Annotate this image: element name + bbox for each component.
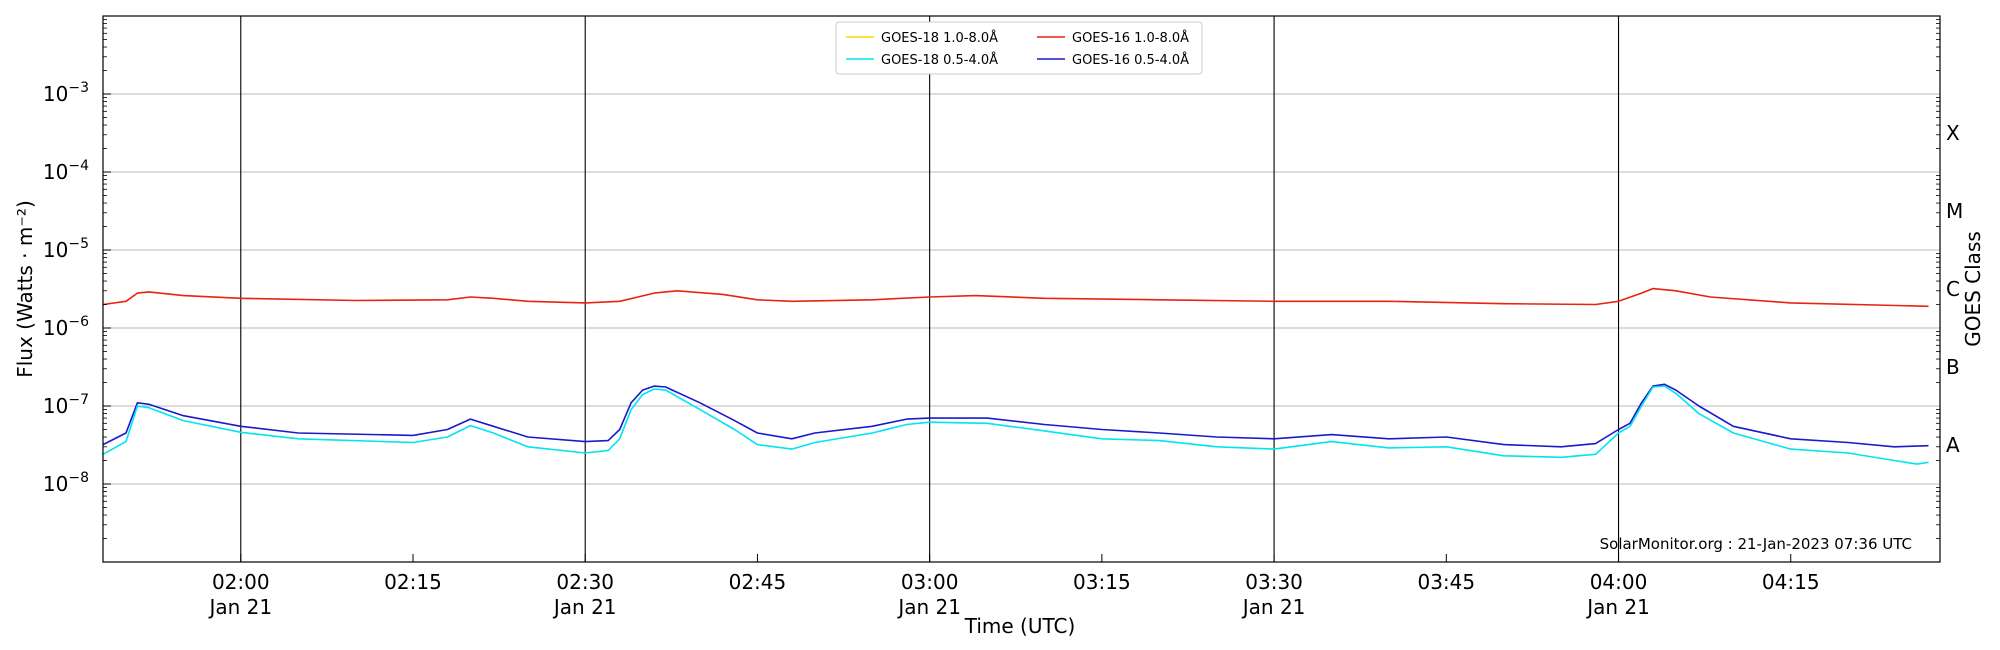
legend-label-goes16-short: GOES-16 0.5-4.0Å	[1072, 52, 1189, 68]
x-tick-label-2: 02:30	[556, 570, 614, 594]
x-tick-label-3: 02:45	[729, 570, 787, 594]
legend-box	[835, 21, 1203, 75]
x-tick-label-0: 02:00	[212, 570, 270, 594]
x-tick-label-8: 04:00	[1590, 570, 1648, 594]
y-tick-label-5: 10−3	[43, 80, 89, 106]
legend-label-goes18-short: GOES-18 0.5-4.0Å	[881, 52, 998, 68]
goes-class-label-a: A	[1946, 433, 1960, 457]
x-tick-label-7: 03:45	[1417, 570, 1475, 594]
credit-annotation: SolarMonitor.org : 21-Jan-2023 07:36 UTC	[1600, 535, 1912, 553]
x-tick-label-6: 03:30	[1245, 570, 1303, 594]
y-tick-label-2: 10−6	[43, 314, 89, 340]
x-tick-date-8: Jan 21	[1585, 595, 1650, 619]
y-axis-ticks: 10−8 10−7 10−6 10−5 10−4 10−3	[43, 19, 1940, 539]
y-tick-label-0: 10−8	[43, 470, 89, 496]
x-tick-date-4: Jan 21	[896, 595, 961, 619]
legend: GOES-18 1.0-8.0Å GOES-16 1.0-8.0Å GOES-1…	[835, 21, 1203, 75]
series-lines	[102, 287, 1929, 465]
series-line-1	[102, 383, 1929, 448]
goes-class-label-c: C	[1946, 277, 1960, 301]
grid-lines	[103, 93, 1940, 485]
goes-class-label-b: B	[1946, 355, 1960, 379]
goes-class-label-m: M	[1946, 199, 1963, 223]
x-tick-label-9: 04:15	[1762, 570, 1820, 594]
goes-class-labels: A B C M X	[1946, 121, 1963, 457]
y-axis-title: Flux (Watts · m⁻²)	[13, 200, 37, 378]
legend-label-goes18-long: GOES-18 1.0-8.0Å	[881, 30, 998, 46]
y-axis-right-title: GOES Class	[1961, 231, 1985, 347]
y-tick-label-4: 10−4	[43, 158, 89, 184]
x-axis-title: Time (UTC)	[964, 614, 1076, 638]
day-vertical-lines	[240, 16, 1620, 562]
series-line-2	[102, 385, 1929, 465]
x-tick-date-6: Jan 21	[1241, 595, 1306, 619]
x-tick-date-2: Jan 21	[552, 595, 617, 619]
series-line-0	[102, 287, 1929, 308]
legend-label-goes16-long: GOES-16 1.0-8.0Å	[1072, 30, 1189, 46]
plot-frame	[102, 15, 1941, 563]
x-tick-date-0: Jan 21	[207, 595, 272, 619]
y-tick-label-3: 10−5	[43, 236, 89, 262]
y-tick-label-1: 10−7	[43, 392, 89, 418]
x-tick-label-4: 03:00	[901, 570, 959, 594]
x-tick-label-5: 03:15	[1073, 570, 1131, 594]
x-tick-label-1: 02:15	[384, 570, 442, 594]
goes-class-label-x: X	[1946, 121, 1960, 145]
